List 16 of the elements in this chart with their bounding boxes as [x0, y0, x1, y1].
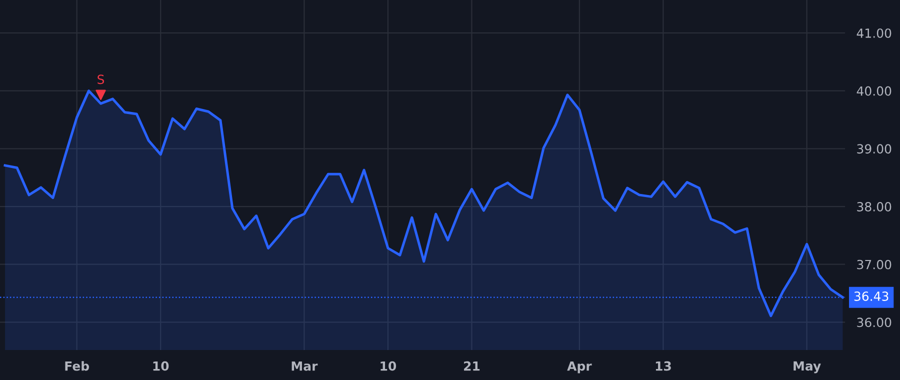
x-tick-label: 21	[464, 361, 480, 371]
x-tick-label: 10	[153, 361, 169, 371]
x-tick-label: Apr	[567, 361, 592, 374]
y-tick-label: 41.00	[856, 28, 892, 38]
ref-line-label: 36.43	[854, 292, 888, 301]
y-tick-label: 40.00	[856, 86, 892, 96]
x-tick-label: 10	[380, 361, 396, 371]
x-tick-label: Mar	[292, 361, 318, 371]
x-tick-label: 13	[656, 361, 671, 371]
y-tick-label: 36.00	[857, 318, 892, 328]
x-tick-label: May	[794, 361, 821, 374]
y-tick-label: 39.00	[857, 144, 892, 154]
y-tick-label: 38.00	[857, 202, 892, 212]
series-label: S	[98, 74, 104, 84]
x-tick-label: Feb	[65, 361, 89, 371]
y-tick-label: 37.00	[857, 260, 892, 270]
